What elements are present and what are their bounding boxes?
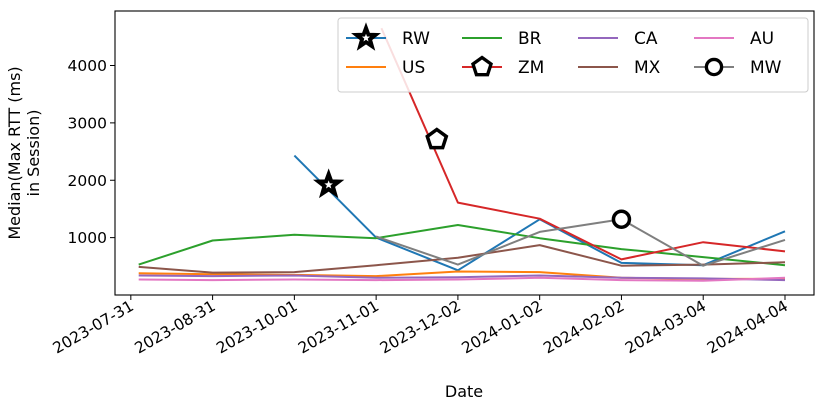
marker-rw-center: [324, 180, 333, 189]
series-line-au: [138, 276, 786, 282]
series-line-mx: [138, 244, 786, 274]
legend-entry-mx: MX: [578, 58, 661, 78]
y-axis-title: Median(Max RTT (ms) in Session): [5, 66, 43, 239]
legend-label: CA: [634, 29, 658, 49]
y-tick-label: 3000: [68, 114, 107, 132]
marker-zm: [425, 127, 449, 150]
legend-marker-mw: [704, 57, 724, 77]
legend-label: RW: [402, 29, 430, 49]
legend-label: ZM: [518, 58, 544, 78]
x-tick-label: 2024-03-04: [622, 297, 709, 358]
x-tick-label: 2023-08-31: [132, 297, 219, 358]
legend: RW US BR ZM CA MX AU MW: [337, 17, 809, 93]
legend-entry-au: AU: [694, 29, 774, 49]
x-tick-label: 2023-07-31: [50, 297, 137, 358]
series-line-br: [138, 224, 786, 267]
series-line-zm: [380, 27, 786, 261]
legend-label: US: [402, 58, 425, 78]
legend-entry-ca: CA: [578, 29, 658, 49]
y-axis-title-line-2: in Session): [24, 110, 43, 197]
x-tick-label: 2024-02-02: [540, 297, 627, 358]
legend-marker-zm: [471, 55, 493, 77]
legend-box: [337, 17, 809, 93]
legend-marker-rw-center: [361, 33, 371, 42]
legend-label: AU: [750, 29, 774, 49]
y-axis-title-line-1: Median(Max RTT (ms): [5, 66, 24, 239]
legend-entry-us: US: [346, 58, 425, 78]
legend-entry-rw: RW: [346, 22, 430, 51]
series-line-mw: [375, 218, 786, 267]
x-tick-label: 2023-11-01: [295, 297, 382, 358]
legend-entry-zm: ZM: [462, 55, 544, 78]
x-axis-title: Date: [445, 382, 483, 401]
x-tick-label: 2023-12-02: [377, 297, 464, 358]
legend-label: BR: [518, 29, 542, 49]
legend-entry-br: BR: [462, 29, 542, 49]
plot-frame: [114, 10, 815, 296]
y-tick-label: 2000: [68, 172, 107, 190]
x-axis: 2023-07-312023-08-312023-10-012023-11-01…: [50, 295, 791, 358]
x-tick-label: 2023-10-01: [213, 297, 300, 358]
y-tick-label: 4000: [68, 57, 107, 75]
legend-entry-mw: MW: [694, 57, 782, 78]
x-tick-label: 2024-04-04: [704, 297, 791, 358]
marker-layer: [313, 127, 632, 230]
y-tick-label: 1000: [68, 229, 107, 247]
marker-mw: [611, 209, 632, 230]
x-tick-label: 2024-01-02: [459, 297, 546, 358]
y-axis: 1000 2000 3000 4000: [68, 57, 115, 247]
series-layer: [138, 27, 786, 282]
series-line-rw: [293, 154, 786, 272]
series-line-ca: [138, 274, 786, 282]
legend-label: MX: [634, 58, 661, 78]
legend-label: MW: [750, 58, 782, 78]
